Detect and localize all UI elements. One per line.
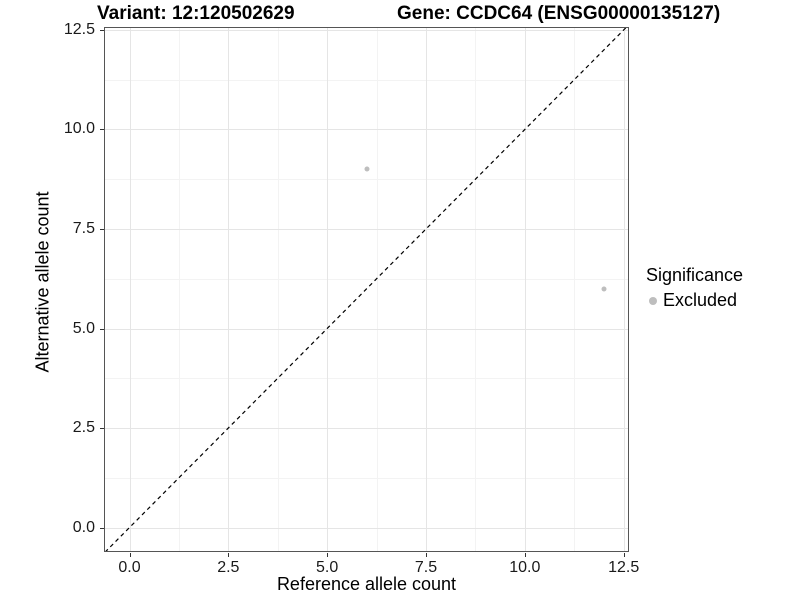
legend-entries: Excluded <box>646 290 743 311</box>
x-minor-gridline <box>277 28 279 551</box>
legend-title: Significance <box>646 265 744 285</box>
x-axis-title: Reference allele count <box>276 574 457 594</box>
y-axis: 0.0 2.5 5.0 7.5 10.0 12.5 <box>0 21 104 551</box>
y-tick-mark <box>100 527 104 529</box>
x-tick-label: 12.5 <box>608 559 640 576</box>
y-major-gridline <box>105 428 628 429</box>
y-tick-mark <box>100 229 104 230</box>
x-major-gridline <box>524 28 526 551</box>
x-major-gridline <box>425 28 427 551</box>
y-minor-gridline <box>105 179 628 181</box>
y-major-gridline <box>105 29 628 31</box>
x-tick-label: 7.5 <box>414 559 438 576</box>
y-major-gridline <box>105 229 628 230</box>
y-minor-gridline <box>105 378 628 380</box>
legend: Significance Excluded <box>646 265 743 311</box>
x-tick-label: 2.5 <box>217 559 240 576</box>
chart-panel <box>104 27 629 552</box>
x-major-gridline <box>327 28 329 551</box>
x-tick-mark <box>327 553 329 557</box>
y-minor-gridline <box>105 477 628 479</box>
plot-title-variant: Variant: 12:120502629 <box>97 3 295 24</box>
x-tick-mark <box>524 553 526 557</box>
x-minor-gridline <box>178 28 180 551</box>
x-tick-label: 0.0 <box>118 559 141 576</box>
y-tick-mark <box>100 129 104 131</box>
legend-entry: Excluded <box>646 290 743 311</box>
x-tick-mark <box>623 553 625 557</box>
x-major-gridline <box>129 28 131 551</box>
x-tick-label: 5.0 <box>316 559 339 576</box>
x-tick-mark <box>129 553 131 557</box>
x-minor-gridline <box>475 28 477 551</box>
y-tick-label: 2.5 <box>72 419 95 436</box>
y-major-gridline <box>105 527 628 529</box>
x-tick-mark <box>228 553 230 557</box>
y-tick-label: 7.5 <box>72 220 95 237</box>
plot-title-gene: Gene: CCDC64 (ENSG00000135127) <box>397 3 721 24</box>
y-tick-label: 12.5 <box>63 20 95 38</box>
legend-key-dot <box>649 296 657 305</box>
x-major-gridline <box>623 28 625 551</box>
identity-line <box>105 28 627 551</box>
y-axis-title: Alternative allele count <box>32 191 53 373</box>
x-tick-mark <box>425 553 427 557</box>
y-minor-gridline <box>105 278 628 280</box>
y-tick-mark <box>100 29 104 31</box>
x-minor-gridline <box>376 28 378 551</box>
x-tick-label: 10.0 <box>509 559 541 576</box>
legend-entry-label: Excluded <box>663 290 738 310</box>
y-tick-mark <box>100 328 104 330</box>
data-point <box>364 166 370 172</box>
y-tick-mark <box>100 428 104 429</box>
x-minor-gridline <box>574 28 576 551</box>
x-axis: 0.0 2.5 5.0 7.5 10.0 12.5 <box>105 552 639 582</box>
data-point <box>601 286 607 292</box>
y-major-gridline <box>105 129 628 131</box>
y-tick-label: 10.0 <box>63 120 95 138</box>
y-tick-label: 5.0 <box>72 319 95 337</box>
y-tick-label: 0.0 <box>72 518 95 536</box>
x-major-gridline <box>228 28 230 551</box>
y-minor-gridline <box>105 79 628 81</box>
y-major-gridline <box>105 328 628 330</box>
